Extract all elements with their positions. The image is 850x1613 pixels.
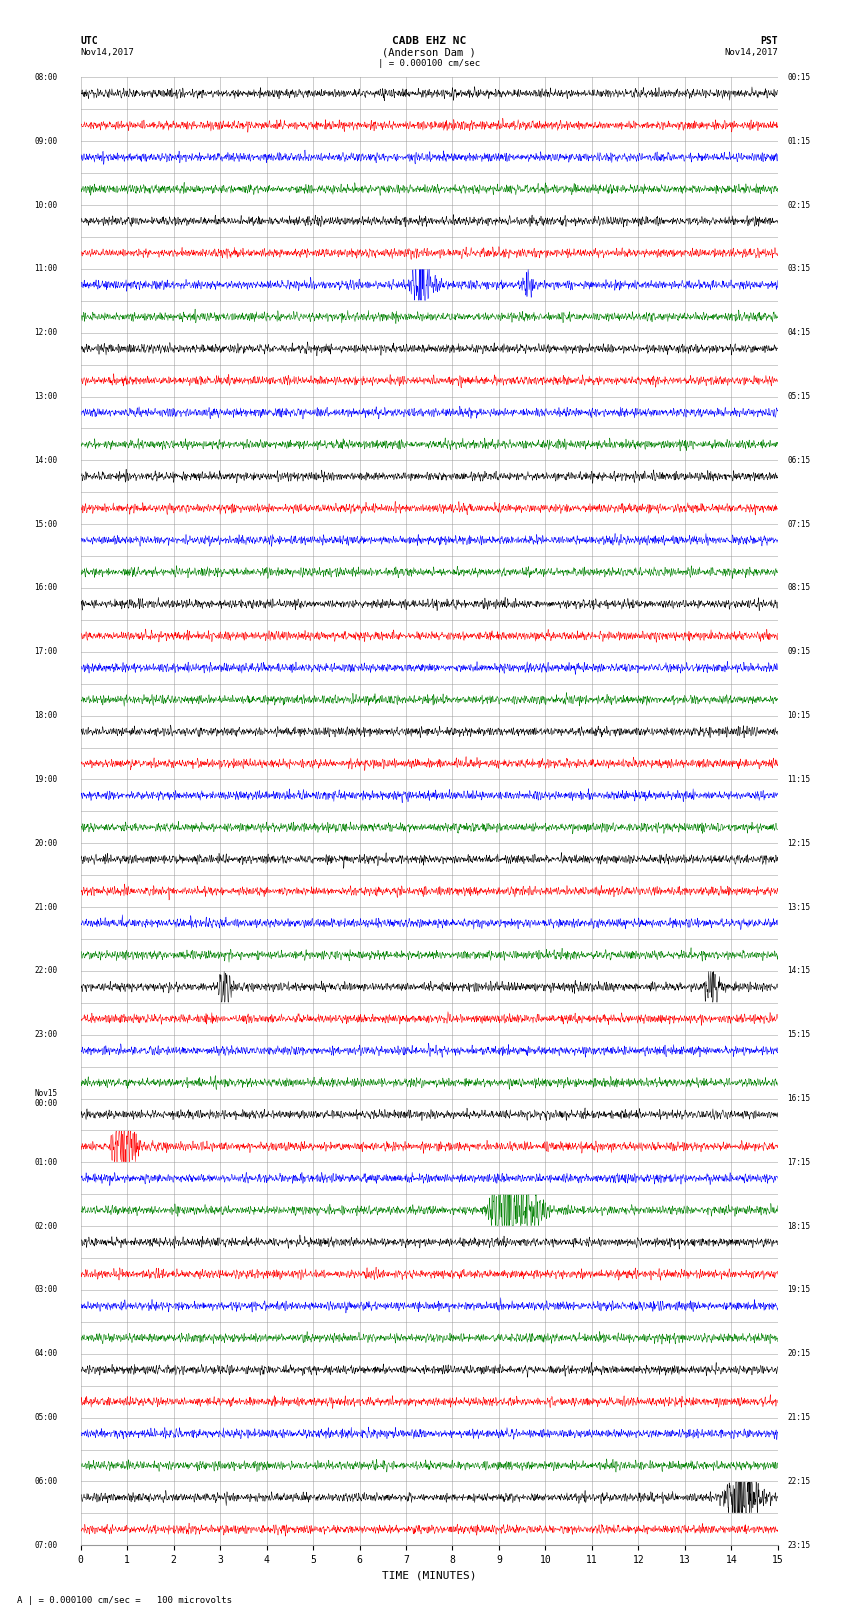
Text: 03:15: 03:15	[787, 265, 810, 273]
Text: 04:00: 04:00	[34, 1350, 58, 1358]
Text: 18:15: 18:15	[787, 1221, 810, 1231]
Text: 00:15: 00:15	[787, 73, 810, 82]
Text: 08:00: 08:00	[34, 73, 58, 82]
Text: 18:00: 18:00	[34, 711, 58, 719]
Text: | = 0.000100 cm/sec: | = 0.000100 cm/sec	[378, 58, 480, 68]
Text: 05:00: 05:00	[34, 1413, 58, 1423]
Text: 10:00: 10:00	[34, 200, 58, 210]
Text: (Anderson Dam ): (Anderson Dam )	[382, 47, 476, 58]
Text: 01:15: 01:15	[787, 137, 810, 145]
Text: 08:15: 08:15	[787, 584, 810, 592]
Text: 12:15: 12:15	[787, 839, 810, 848]
Text: 13:15: 13:15	[787, 903, 810, 911]
X-axis label: TIME (MINUTES): TIME (MINUTES)	[382, 1571, 477, 1581]
Text: 09:00: 09:00	[34, 137, 58, 145]
Text: 15:00: 15:00	[34, 519, 58, 529]
Text: PST: PST	[760, 37, 778, 47]
Text: 07:15: 07:15	[787, 519, 810, 529]
Text: 11:15: 11:15	[787, 774, 810, 784]
Text: 17:00: 17:00	[34, 647, 58, 656]
Text: 23:00: 23:00	[34, 1031, 58, 1039]
Text: 20:00: 20:00	[34, 839, 58, 848]
Text: 12:00: 12:00	[34, 327, 58, 337]
Text: 02:15: 02:15	[787, 200, 810, 210]
Text: CADB EHZ NC: CADB EHZ NC	[392, 37, 467, 47]
Text: UTC: UTC	[81, 37, 99, 47]
Text: A | = 0.000100 cm/sec =   100 microvolts: A | = 0.000100 cm/sec = 100 microvolts	[17, 1595, 232, 1605]
Text: 06:00: 06:00	[34, 1478, 58, 1486]
Text: 03:00: 03:00	[34, 1286, 58, 1295]
Text: 14:00: 14:00	[34, 456, 58, 465]
Text: 23:15: 23:15	[787, 1540, 810, 1550]
Text: 16:15: 16:15	[787, 1094, 810, 1103]
Text: 13:00: 13:00	[34, 392, 58, 402]
Text: 11:00: 11:00	[34, 265, 58, 273]
Text: 22:00: 22:00	[34, 966, 58, 976]
Text: 01:00: 01:00	[34, 1158, 58, 1166]
Text: 07:00: 07:00	[34, 1540, 58, 1550]
Text: 04:15: 04:15	[787, 327, 810, 337]
Text: 16:00: 16:00	[34, 584, 58, 592]
Text: 21:00: 21:00	[34, 903, 58, 911]
Text: 15:15: 15:15	[787, 1031, 810, 1039]
Text: 10:15: 10:15	[787, 711, 810, 719]
Text: 05:15: 05:15	[787, 392, 810, 402]
Text: 22:15: 22:15	[787, 1478, 810, 1486]
Text: 14:15: 14:15	[787, 966, 810, 976]
Text: 19:15: 19:15	[787, 1286, 810, 1295]
Text: Nov15
00:00: Nov15 00:00	[34, 1089, 58, 1108]
Text: Nov14,2017: Nov14,2017	[724, 47, 778, 56]
Text: Nov14,2017: Nov14,2017	[81, 47, 134, 56]
Text: 17:15: 17:15	[787, 1158, 810, 1166]
Text: 09:15: 09:15	[787, 647, 810, 656]
Text: 21:15: 21:15	[787, 1413, 810, 1423]
Text: 06:15: 06:15	[787, 456, 810, 465]
Text: 20:15: 20:15	[787, 1350, 810, 1358]
Text: 02:00: 02:00	[34, 1221, 58, 1231]
Text: 19:00: 19:00	[34, 774, 58, 784]
